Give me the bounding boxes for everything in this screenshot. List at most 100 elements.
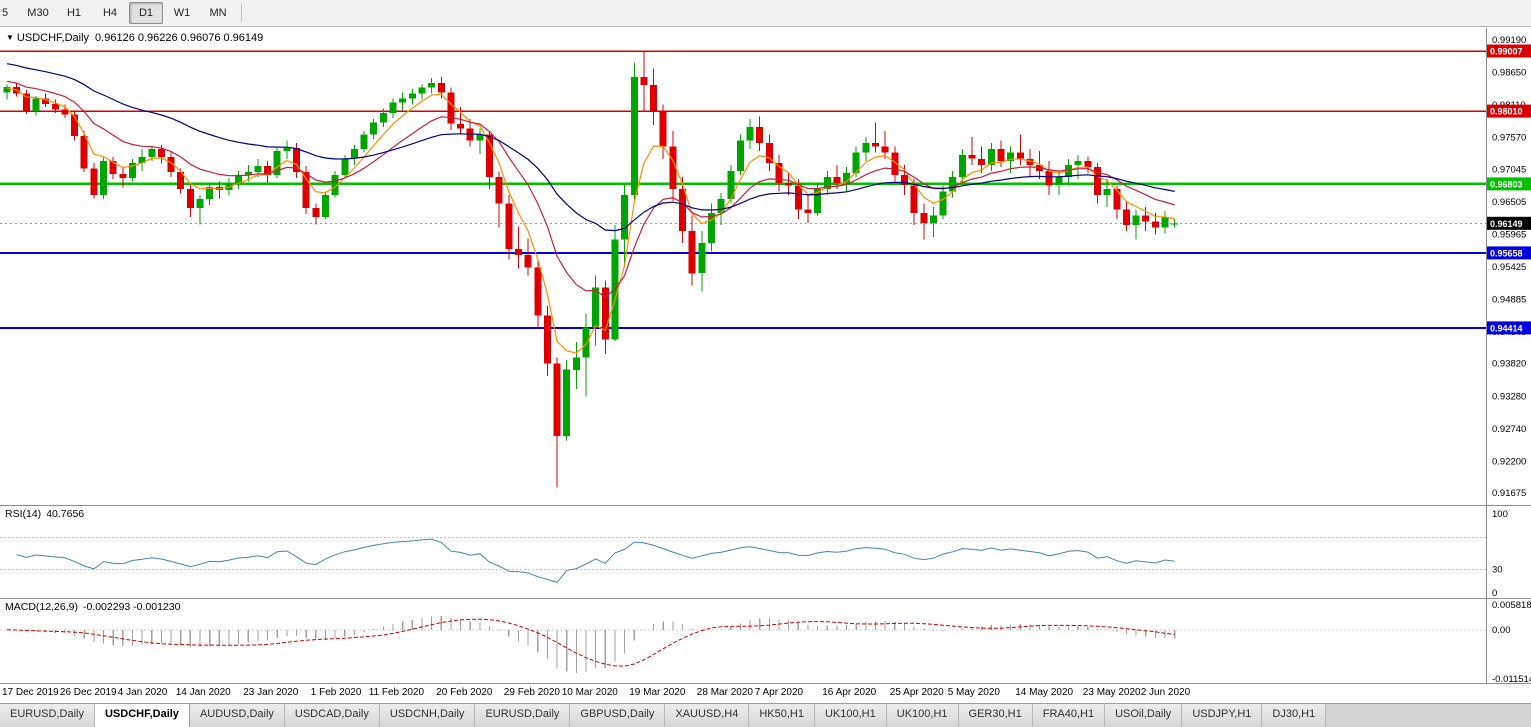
chart-area: 0.991900.986500.981100.975700.970450.965…: [0, 28, 1531, 683]
price-axis: 0.991900.986500.981100.975700.970450.965…: [1486, 28, 1531, 683]
time-axis-label: 23 May 2020: [1082, 687, 1141, 698]
ma-mid-crimson: [6, 80, 1175, 299]
svg-text:0.98010: 0.98010: [1490, 107, 1523, 117]
timeframe-toolbar: 5 M30 H1 H4 D1 W1 MN: [0, 0, 1531, 27]
timeframe-button-W1[interactable]: W1: [173, 7, 191, 19]
rsi-name: RSI(14): [5, 508, 42, 520]
svg-text:0.94885: 0.94885: [1492, 295, 1526, 306]
chart-tab-USDCHF-Daily[interactable]: USDCHF,Daily: [94, 704, 190, 727]
chart-tab-USDCNH-Daily[interactable]: USDCNH,Daily: [379, 704, 476, 727]
svg-text:0.96149: 0.96149: [1490, 219, 1523, 229]
time-axis-label: 16 Apr 2020: [822, 687, 877, 698]
time-axis-label: 5 May 2020: [947, 687, 1000, 698]
candles-layer: [3, 50, 1179, 488]
rsi-indicator-label: RSI(14) 40.7656: [5, 508, 89, 520]
svg-text:0.97570: 0.97570: [1492, 133, 1526, 144]
chart-tab-DJ30-H1[interactable]: DJ30,H1: [1262, 704, 1327, 727]
chart-tab-EURUSD-Daily[interactable]: EURUSD,Daily: [0, 704, 95, 727]
timeframe-button-D1[interactable]: D1: [129, 2, 163, 24]
macd-indicator-label: MACD(12,26,9) -0.002293 -0.001230: [5, 601, 185, 613]
chart-tab-HK50-H1[interactable]: HK50,H1: [749, 704, 815, 727]
time-axis-label: 20 Feb 2020: [436, 687, 493, 698]
timeframe-button-H1[interactable]: H1: [66, 7, 82, 19]
price-tag-0.98010: 0.98010: [1487, 104, 1531, 118]
chart-tab-AUDUSD-Daily[interactable]: AUDUSD,Daily: [189, 704, 285, 727]
svg-text:0.99190: 0.99190: [1492, 35, 1526, 46]
svg-text:0: 0: [1492, 588, 1497, 599]
svg-text:0.005818: 0.005818: [1492, 600, 1531, 611]
price-tag-0.94414: 0.94414: [1487, 321, 1531, 335]
svg-text:0.96505: 0.96505: [1492, 197, 1526, 208]
horizontal-level-lines: [0, 50, 1486, 329]
chart-tab-EURUSD-Daily[interactable]: EURUSD,Daily: [475, 704, 571, 727]
time-axis-label: 11 Feb 2020: [368, 687, 425, 698]
svg-text:0.92200: 0.92200: [1492, 456, 1526, 467]
chart-tab-bar: EURUSD,Daily USDCHF,Daily AUDUSD,Daily USDC…: [0, 703, 1531, 727]
svg-text:0.95425: 0.95425: [1492, 262, 1526, 273]
time-axis-label: 17 Dec 2019: [2, 687, 59, 698]
chart-tab-UK100-H1[interactable]: UK100,H1: [814, 704, 887, 727]
chart-tab-USDJPY-H1[interactable]: USDJPY,H1: [1182, 704, 1263, 727]
macd-name: MACD(12,26,9): [5, 601, 78, 613]
time-axis-label: 26 Dec 2019: [59, 687, 117, 698]
toolbar-separator: [241, 4, 242, 22]
timeframe-button-MN[interactable]: MN: [209, 7, 227, 19]
svg-text:30: 30: [1492, 564, 1503, 575]
chart-tab-GBPUSD-Daily[interactable]: GBPUSD,Daily: [570, 704, 666, 727]
time-axis[interactable]: 17 Dec 2019 26 Dec 2019 4 Jan 2020 14 Jan 2…: [0, 683, 1531, 703]
macd-pane: [0, 616, 1486, 673]
macd-values: -0.002293 -0.001230: [82, 601, 181, 613]
current-price-tag: 0.96149: [1487, 216, 1531, 230]
time-axis-label: 19 Mar 2020: [629, 687, 686, 698]
price-tag-0.99007: 0.99007: [1487, 44, 1531, 58]
time-axis-label: 1 Feb 2020: [310, 687, 362, 698]
time-axis-label: 29 Feb 2020: [503, 687, 560, 698]
svg-text:0.99007: 0.99007: [1490, 47, 1523, 57]
chart-tab-GER30-H1[interactable]: GER30,H1: [958, 704, 1033, 727]
chart-ohlc-line: ▼ USDCHF,Daily 0.96126 0.96226 0.96076 0.9…: [6, 32, 263, 44]
chart-symbol-label: USDCHF,Daily: [16, 32, 90, 44]
time-axis-label: 28 Mar 2020: [696, 687, 753, 698]
svg-text:-0.011514: -0.011514: [1492, 674, 1531, 683]
chart-ohlc-values: 0.96126 0.96226 0.96076 0.96149: [95, 32, 264, 44]
time-axis-label: 2 Jun 2020: [1140, 687, 1191, 698]
time-axis-label: 7 Apr 2020: [754, 687, 804, 698]
time-axis-label: 23 Jan 2020: [243, 687, 299, 698]
ma-slow-navy: [6, 63, 1175, 232]
macd-signal-line: [6, 618, 1175, 667]
rsi-pane: [0, 537, 1486, 583]
chart-tab-FRA40-H1[interactable]: FRA40,H1: [1032, 704, 1106, 727]
time-axis-label: 4 Jan 2020: [117, 687, 168, 698]
ma-fast-orange: [6, 87, 1175, 354]
chart-tab-USOil-Daily[interactable]: USOil,Daily: [1105, 704, 1183, 727]
price-chart-canvas[interactable]: 0.991900.986500.981100.975700.970450.965…: [0, 28, 1531, 683]
chart-tab-USDCAD-Daily[interactable]: USDCAD,Daily: [284, 704, 380, 727]
time-axis-label: 14 Jan 2020: [175, 687, 231, 698]
rsi-value: 40.7656: [46, 508, 85, 520]
svg-text:0.93820: 0.93820: [1492, 359, 1526, 370]
timeframe-button-M30[interactable]: M30: [27, 7, 49, 19]
svg-text:0.95658: 0.95658: [1490, 248, 1523, 258]
svg-text:0.00: 0.00: [1492, 625, 1511, 636]
moving-average-lines: [6, 63, 1175, 354]
svg-text:0.91675: 0.91675: [1492, 488, 1526, 499]
price-tag-0.95658: 0.95658: [1487, 246, 1531, 260]
svg-text:0.95965: 0.95965: [1492, 229, 1526, 240]
svg-text:100: 100: [1492, 509, 1508, 520]
chart-tab-XAUUSD-H4[interactable]: XAUUSD,H4: [665, 704, 750, 727]
timeframe-button-5[interactable]: 5: [2, 7, 9, 19]
time-axis-label: 14 May 2020: [1015, 687, 1074, 698]
svg-text:0.94414: 0.94414: [1490, 323, 1523, 333]
time-axis-label: 25 Apr 2020: [889, 687, 944, 698]
price-tag-0.96803: 0.96803: [1487, 177, 1531, 191]
svg-text:0.98650: 0.98650: [1492, 68, 1526, 79]
svg-text:0.93280: 0.93280: [1492, 391, 1526, 402]
svg-text:0.92740: 0.92740: [1492, 424, 1526, 435]
svg-text:0.97045: 0.97045: [1492, 164, 1526, 175]
chart-tab-UK100-H1[interactable]: UK100,H1: [886, 704, 959, 727]
chart-menu-icon[interactable]: ▼: [6, 33, 14, 42]
time-axis-label: 10 Mar 2020: [561, 687, 618, 698]
timeframe-button-H4[interactable]: H4: [102, 7, 118, 19]
svg-text:0.96803: 0.96803: [1490, 179, 1523, 189]
